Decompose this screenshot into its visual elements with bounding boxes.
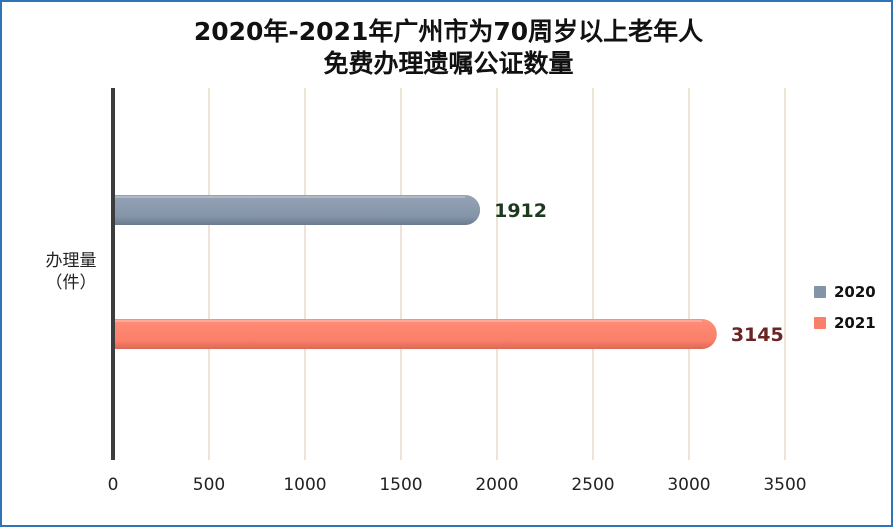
chart-title: 2020年-2021年广州市为70周岁以上老年人 免费办理遗嘱公证数量 bbox=[2, 16, 893, 80]
x-tick-label: 500 bbox=[193, 475, 225, 495]
data-label-2020: 1912 bbox=[494, 200, 547, 222]
bar-2020 bbox=[115, 195, 481, 225]
y-axis-label-line1: 办理量 bbox=[45, 251, 97, 271]
x-tick-label: 2500 bbox=[571, 475, 614, 495]
y-axis-label-line2: （件） bbox=[45, 273, 97, 293]
x-tick-label: 3500 bbox=[763, 475, 806, 495]
legend-label: 2020 bbox=[834, 282, 876, 301]
bar-2021 bbox=[115, 319, 717, 349]
x-tick-label: 1500 bbox=[379, 475, 422, 495]
gridlines bbox=[208, 88, 786, 460]
axes: 0 500 1000 1500 2000 2500 3000 3500 bbox=[108, 88, 807, 495]
legend-swatch bbox=[814, 316, 826, 329]
x-tick-label: 0 bbox=[108, 475, 119, 495]
x-tick-label: 1000 bbox=[283, 475, 326, 495]
legend: 2020 2021 bbox=[814, 276, 876, 338]
x-tick-label: 2000 bbox=[475, 475, 518, 495]
chart-title-line1: 2020年-2021年广州市为70周岁以上老年人 bbox=[193, 17, 704, 46]
legend-item-2021: 2021 bbox=[814, 307, 876, 338]
chart-title-line2: 免费办理遗嘱公证数量 bbox=[323, 49, 574, 78]
data-label-2021: 3145 bbox=[731, 324, 784, 346]
bars: 1912 3145 bbox=[115, 195, 784, 349]
legend-swatch bbox=[814, 285, 826, 298]
x-tick-label: 3000 bbox=[667, 475, 710, 495]
legend-item-2020: 2020 bbox=[814, 276, 876, 307]
y-axis-label: 办理量 （件） bbox=[32, 250, 110, 294]
legend-label: 2021 bbox=[834, 313, 876, 332]
